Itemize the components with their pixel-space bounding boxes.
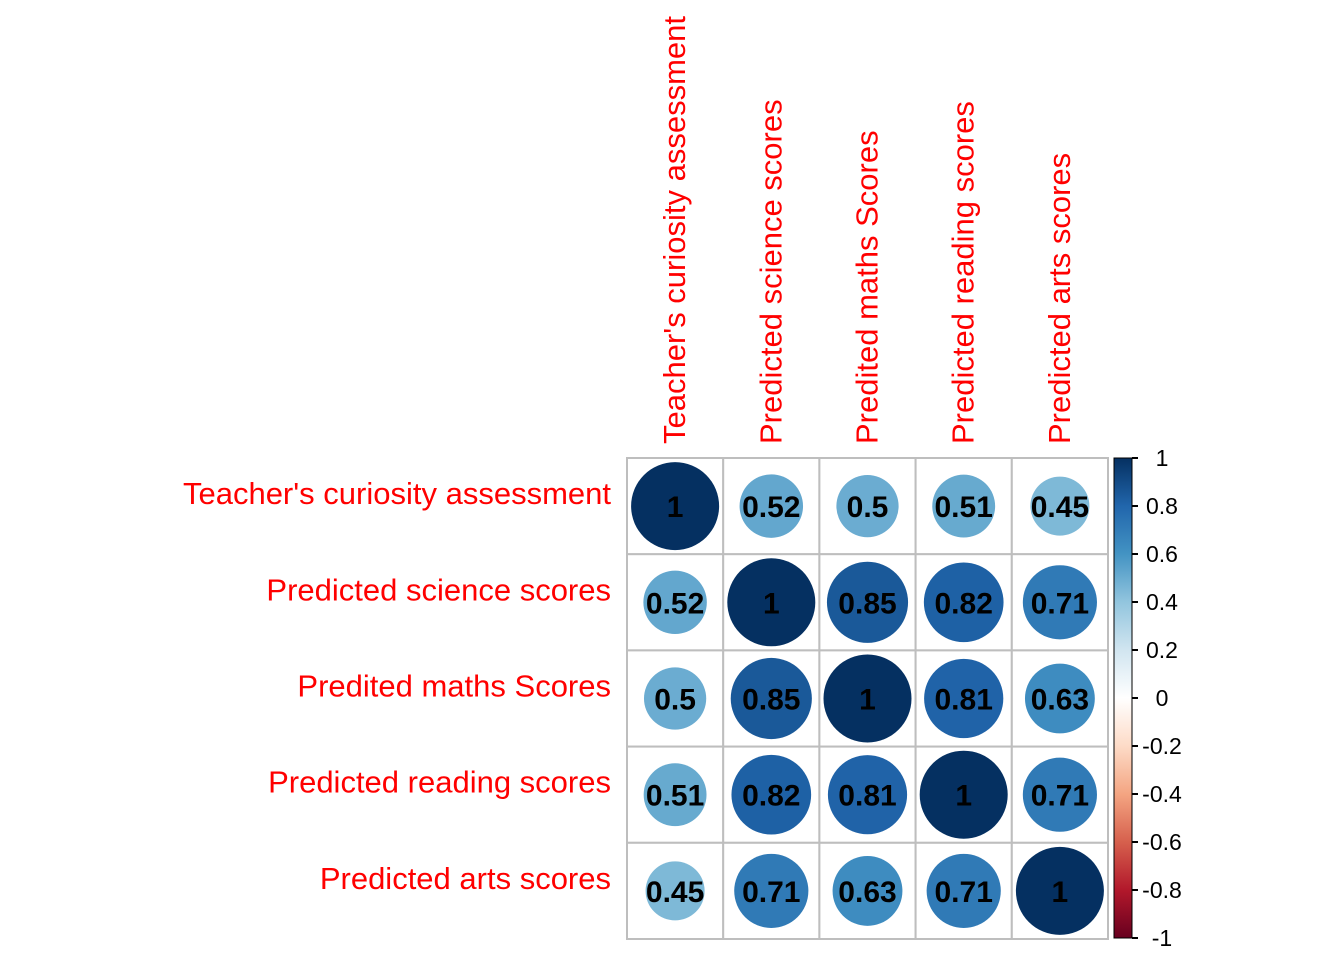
correlation-value-label: 0.45 (646, 876, 704, 909)
correlation-circle (643, 570, 707, 635)
column-label: Predicted reading scores (946, 101, 981, 444)
colorbar-tick-label: 1 (1156, 445, 1169, 471)
column-label: Predicted arts scores (1042, 153, 1077, 444)
correlation-circle (1015, 846, 1104, 935)
correlation-value-label: 1 (1052, 876, 1069, 909)
correlation-circle (1022, 565, 1097, 640)
column-label: Predicted science scores (753, 99, 788, 444)
correlation-circle (739, 474, 804, 538)
colorbar-tick-label: 0.4 (1146, 589, 1178, 615)
correlation-value-label: 0.71 (1031, 780, 1089, 813)
correlation-circle (645, 861, 705, 921)
correlation-circle (731, 754, 812, 835)
correlation-value-label: 0.52 (646, 587, 704, 620)
correlation-circle (827, 755, 908, 835)
correlation-value-label: 0.5 (654, 684, 696, 717)
correlation-value-label: 0.82 (935, 587, 993, 620)
correlation-circle (832, 855, 903, 926)
correlation-circle (919, 750, 1008, 839)
correlation-value-label: 1 (859, 684, 876, 717)
colorbar: 1 0.8 0.6 0.4 0.2 0 -0.2 -0.4 -0.6 -0.8 -1 (1113, 445, 1182, 951)
correlation-circle (923, 562, 1004, 643)
colorbar-tick-label: -0.4 (1142, 781, 1182, 807)
colorbar-tick-label: 0 (1156, 685, 1169, 711)
row-label: Predicted science scores (266, 572, 611, 607)
row-label: Predicted reading scores (268, 765, 611, 800)
correlation-value-label: 0.45 (1031, 491, 1089, 524)
correlation-value-label: 0.81 (838, 780, 896, 813)
correlation-value-label: 0.51 (646, 780, 704, 813)
correlation-value-label: 0.71 (742, 876, 800, 909)
column-label: Teacher's curiosity assessment (657, 16, 692, 444)
row-label: Predicted arts scores (320, 861, 611, 896)
colorbar-tick-label: -0.8 (1142, 877, 1182, 903)
row-label: Predited maths Scores (297, 669, 611, 704)
correlation-value-label: 0.71 (1031, 587, 1089, 620)
correlation-value-label: 0.82 (742, 780, 800, 813)
correlation-value-label: 1 (955, 780, 972, 813)
row-label: Teacher's curiosity assessment (183, 476, 611, 511)
cells: 1 0.52 0.5 0.51 0.45 0.52 1 0.85 0.82 0.71 0.5 0.85… (631, 462, 1104, 935)
correlation-circle (826, 561, 909, 643)
column-labels: Teacher's curiosity assessment Predicted … (657, 16, 1077, 444)
correlation-circle (730, 657, 812, 740)
correlation-circle (932, 474, 996, 538)
row-labels: Teacher's curiosity assessment Predicted … (183, 476, 611, 896)
correlation-value-label: 0.85 (838, 587, 896, 620)
correlation-value-label: 0.5 (847, 491, 889, 524)
correlation-circle (643, 763, 707, 827)
colorbar-tick-label: -0.6 (1142, 829, 1182, 855)
correlation-value-label: 0.63 (1031, 684, 1089, 717)
correlation-value-label: 0.51 (935, 491, 993, 524)
colorbar-tick-label: 0.8 (1146, 493, 1178, 519)
correlation-value-label: 1 (763, 587, 780, 620)
correlation-circle (1024, 663, 1095, 734)
correlation-value-label: 0.85 (742, 684, 800, 717)
correlation-circle (836, 474, 899, 538)
colorbar-tick-label: -0.2 (1142, 733, 1182, 759)
correlation-value-label: 0.52 (742, 491, 800, 524)
correlation-circle (924, 658, 1004, 739)
correlation-circle (823, 654, 912, 743)
correlation-value-label: 0.63 (838, 876, 896, 909)
correlation-circle (727, 558, 816, 647)
colorbar-tick-label: 0.6 (1146, 541, 1178, 567)
correlation-value-label: 0.71 (935, 876, 993, 909)
correlation-value-label: 0.81 (935, 684, 993, 717)
correlation-circle (734, 853, 809, 928)
colorbar-tick-label: 0.2 (1146, 637, 1178, 663)
correlation-circle (643, 667, 707, 730)
correlation-value-label: 1 (667, 491, 684, 524)
colorbar-gradient (1113, 457, 1133, 939)
column-label: Predited maths Scores (850, 130, 885, 444)
colorbar-tick-label: -1 (1152, 925, 1172, 951)
correlation-circle (631, 462, 720, 551)
correlation-circle (1030, 476, 1090, 536)
correlation-circle (1022, 757, 1097, 832)
correlation-circle (926, 853, 1001, 928)
